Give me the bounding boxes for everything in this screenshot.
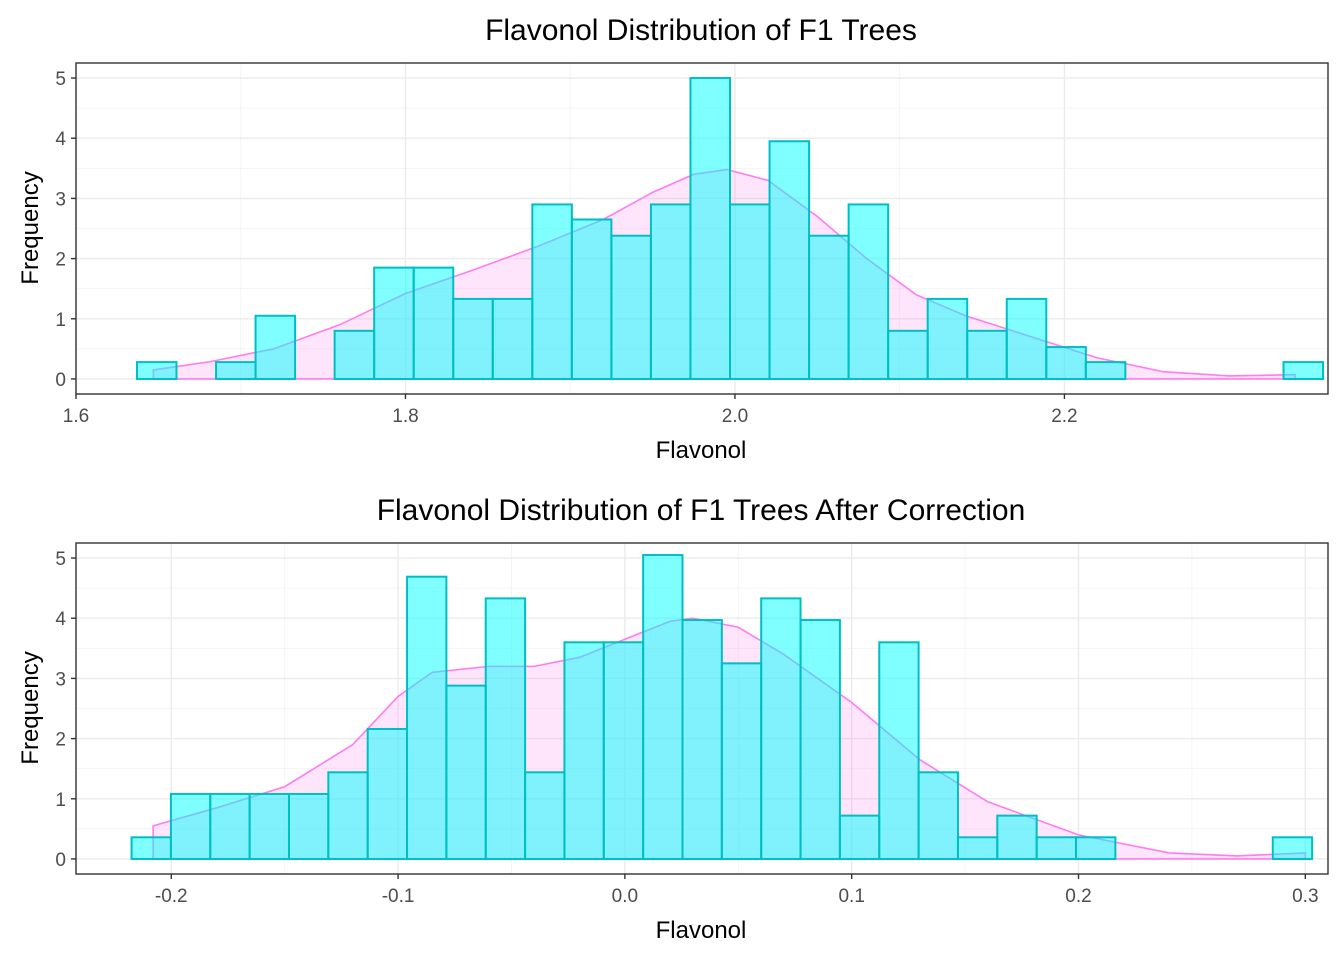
histogram-bar: [681, 619, 723, 860]
histogram-bar: [215, 361, 257, 380]
histogram-bar: [642, 554, 684, 860]
histogram-bar: [847, 203, 890, 380]
x-tick-label: 0.0: [612, 886, 638, 907]
histogram-bar: [254, 314, 297, 380]
x-axis-ticks: -0.2 -0.1 0.0 0.1 0.2 0.3: [155, 874, 1319, 907]
histogram-bars: [135, 77, 1325, 380]
x-tick-label: 1.6: [63, 406, 89, 427]
y-tick-label: 1: [55, 310, 66, 331]
histogram-bar: [1045, 346, 1087, 380]
histogram-bar: [649, 203, 692, 380]
histogram-bar: [808, 234, 850, 380]
y-tick-label: 2: [55, 730, 66, 751]
panel-border: [75, 542, 1329, 875]
histogram-bar: [966, 329, 1008, 380]
y-axis-title: Frequency: [17, 171, 44, 284]
histogram-bar: [563, 641, 605, 860]
x-tick-label: 0.1: [838, 886, 864, 907]
histogram-bars: [130, 554, 1314, 860]
x-tick-label: -0.1: [382, 886, 415, 907]
y-tick-label: 2: [55, 250, 66, 271]
y-axis-ticks: 0 1 2 3 4 5: [55, 549, 76, 871]
histogram-bar: [1005, 297, 1048, 380]
histogram-bar: [610, 234, 652, 380]
histogram-bar: [768, 140, 811, 380]
chart-flavonol-distribution: Flavonol Distribution of F1 Trees 0 1 2 3 4 5…: [17, 14, 1329, 464]
histogram-bar: [996, 814, 1038, 860]
histogram-bar: [209, 792, 251, 860]
histogram-bar: [248, 792, 290, 860]
histogram-bar: [838, 814, 881, 860]
histogram-bar: [412, 266, 455, 380]
x-tick-label: 1.8: [392, 406, 418, 427]
histogram-bar: [689, 77, 732, 380]
histogram-bar: [366, 727, 409, 860]
chart-flavonol-distribution-after-correction: Flavonol Distribution of F1 Trees After …: [17, 494, 1329, 944]
y-tick-label: 0: [55, 850, 66, 871]
x-axis-title: Flavonol: [656, 437, 747, 464]
histogram-bar: [135, 361, 178, 380]
chart-title: Flavonol Distribution of F1 Trees After …: [377, 494, 1026, 527]
x-axis-title: Flavonol: [656, 917, 747, 944]
histogram-bar: [570, 218, 613, 380]
y-tick-label: 5: [55, 549, 66, 570]
y-tick-label: 0: [55, 370, 66, 391]
histogram-bar: [373, 266, 415, 380]
histogram-bar: [956, 836, 999, 860]
histogram-bar: [1282, 361, 1325, 380]
y-tick-label: 1: [55, 790, 66, 811]
histogram-bar: [720, 662, 763, 860]
histogram-bar: [729, 203, 771, 380]
histogram-bar: [602, 641, 645, 860]
y-tick-label: 4: [55, 609, 66, 630]
y-tick-label: 4: [55, 129, 66, 150]
histogram-bar: [531, 203, 573, 380]
histogram-bar: [926, 297, 969, 380]
histogram-bar: [452, 297, 494, 380]
x-axis-ticks: 1.6 1.8 2.0 2.2: [63, 394, 1078, 427]
x-tick-label: 2.0: [722, 406, 748, 427]
y-axis-ticks: 0 1 2 3 4 5: [55, 69, 76, 391]
histogram-bar: [887, 329, 929, 380]
y-tick-label: 3: [55, 669, 66, 690]
histogram-bar: [1271, 836, 1314, 860]
x-tick-label: -0.2: [155, 886, 188, 907]
histogram-bar: [491, 297, 534, 380]
histogram-bar: [333, 329, 376, 380]
histogram-bar: [445, 684, 487, 860]
histogram-bar: [484, 597, 527, 860]
y-tick-label: 5: [55, 69, 66, 90]
x-tick-label: 0.2: [1065, 886, 1091, 907]
x-tick-label: 0.3: [1292, 886, 1318, 907]
histogram-bar: [169, 792, 212, 860]
histogram-bar: [1075, 836, 1117, 860]
histogram-bar: [406, 575, 448, 860]
histogram-bar: [917, 771, 959, 860]
histogram-bar: [760, 597, 802, 860]
histogram-bar: [327, 771, 369, 860]
histogram-bar: [1084, 361, 1127, 380]
y-axis-title: Frequency: [17, 651, 44, 764]
histogram-bar: [524, 771, 566, 860]
histogram-bar: [878, 641, 920, 860]
histogram-bar: [1035, 836, 1078, 860]
panel-border: [75, 62, 1329, 395]
chart-title: Flavonol Distribution of F1 Trees: [485, 14, 917, 47]
histogram-bar: [799, 619, 841, 860]
histogram-bar: [130, 836, 172, 860]
y-tick-label: 3: [55, 189, 66, 210]
histogram-bar: [287, 792, 330, 860]
x-tick-label: 2.2: [1051, 406, 1077, 427]
